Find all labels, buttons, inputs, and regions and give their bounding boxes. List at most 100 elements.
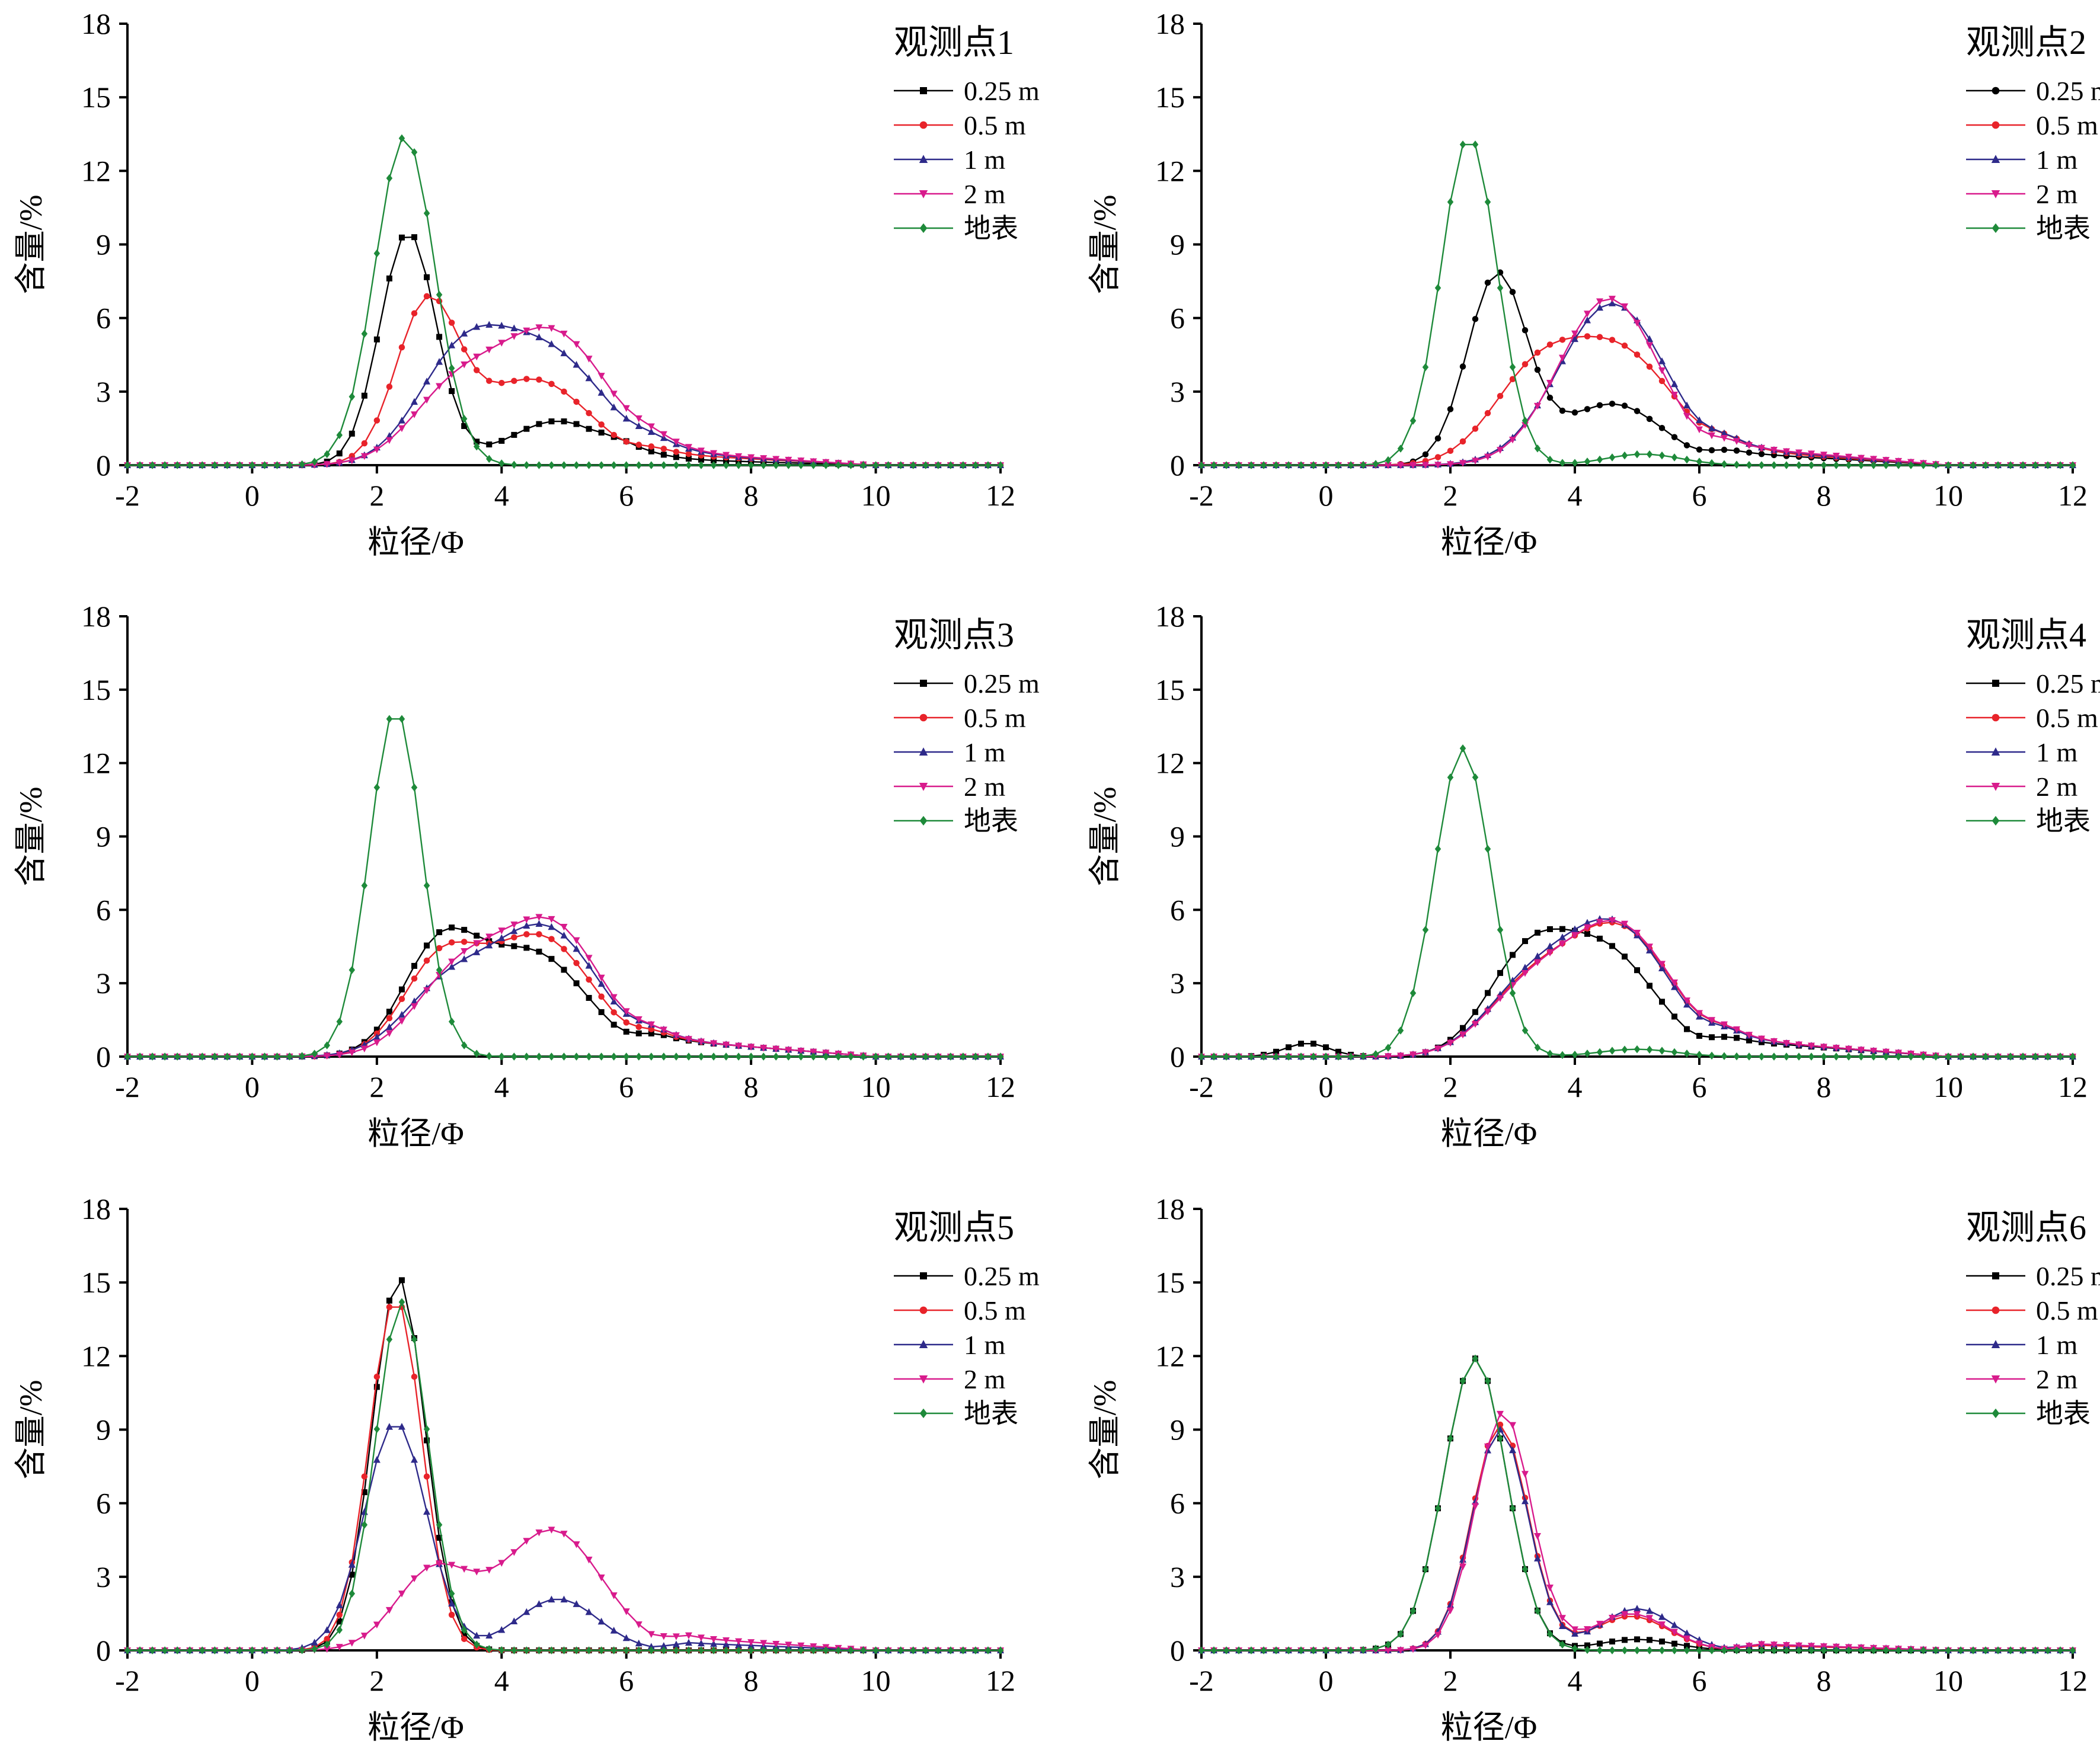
data-point [448,958,456,966]
y-axis-label: 含量/% [13,787,49,887]
data-point [1372,1644,1379,1653]
data-point [1658,1047,1666,1055]
data-point [1957,1052,1964,1061]
data-point [448,963,456,970]
data-point [349,966,356,974]
data-point [560,331,568,338]
data-point [1870,1646,1877,1655]
data-point [361,329,368,338]
data-point [573,398,580,405]
series-4 [124,324,1004,469]
data-point [1795,1642,1802,1650]
data-point [1945,461,1952,469]
data-point [398,425,405,433]
data-point [1634,1045,1641,1054]
data-point [398,1423,405,1430]
data-point [199,461,206,469]
data-point [573,421,580,427]
data-point [536,461,542,469]
data-point [698,461,705,469]
series-line [127,1278,1001,1652]
data-point [2007,1646,2014,1655]
data-point [785,456,792,464]
data-point [823,1052,829,1061]
data-point [673,461,680,469]
data-point [1671,1048,1678,1057]
data-point [212,1646,218,1655]
data-point [373,417,381,424]
data-point [623,461,629,469]
data-point [1858,461,1865,469]
series-line [1201,921,2073,1058]
data-point [398,1017,405,1025]
data-point [1571,932,1578,939]
data-point [797,1048,805,1055]
data-point [386,383,393,390]
legend-item: 2 m [894,772,1006,802]
data-point [448,1611,455,1618]
data-point [560,932,568,939]
data-point [635,1016,643,1023]
data-point [673,454,679,460]
data-point [536,1646,542,1655]
data-point [1982,1646,1989,1655]
data-point [398,715,405,723]
data-point [398,134,405,143]
data-point [1596,1048,1603,1057]
data-point [597,373,605,380]
data-point [1820,1646,1827,1655]
data-point [1970,461,1977,469]
data-point [473,940,481,947]
data-point [586,1646,592,1655]
data-point [1485,990,1491,996]
data-point [174,1052,181,1061]
data-point [1522,1565,1529,1573]
data-point [1795,1646,1802,1655]
data-point [711,457,717,463]
data-point [1658,424,1666,431]
data-point [423,1473,430,1480]
y-tick-label: 6 [96,893,111,926]
data-point [423,1564,431,1572]
data-point [535,1529,543,1537]
data-point [1571,409,1578,416]
data-point [1559,1051,1566,1060]
data-point [997,461,1004,469]
data-point [1609,1639,1615,1645]
data-point [1708,432,1715,440]
data-point [361,392,367,399]
data-point [710,1052,717,1061]
data-point [2007,461,2014,469]
data-point [610,1592,618,1599]
series-2 [124,293,1004,469]
data-point [1770,1646,1778,1655]
data-point [548,1527,555,1534]
data-point [511,460,517,469]
data-point [373,1026,380,1033]
data-point [897,1052,904,1061]
data-point [860,1052,867,1061]
data-point [710,1640,718,1647]
data-point [573,1646,580,1655]
data-point [523,425,530,432]
data-point [523,1052,530,1061]
data-point [1459,744,1466,753]
data-point [1347,1052,1354,1061]
data-point [373,1039,381,1047]
data-point [635,1646,643,1655]
data-point [1472,457,1479,465]
data-point [448,341,456,348]
data-point [685,1639,692,1646]
data-point [1584,1646,1591,1654]
legend-label: 2 m [964,772,1006,802]
data-point [1783,448,1790,455]
y-tick-label: 18 [81,7,111,40]
x-tick-label: -2 [115,479,140,512]
data-point [1920,1646,1927,1655]
data-point [585,1608,593,1615]
data-point [186,461,193,469]
x-tick-label: 0 [1319,1664,1334,1697]
data-point [1509,989,1516,997]
data-point [1870,1048,1877,1055]
y-tick-label: 3 [1170,967,1185,1000]
